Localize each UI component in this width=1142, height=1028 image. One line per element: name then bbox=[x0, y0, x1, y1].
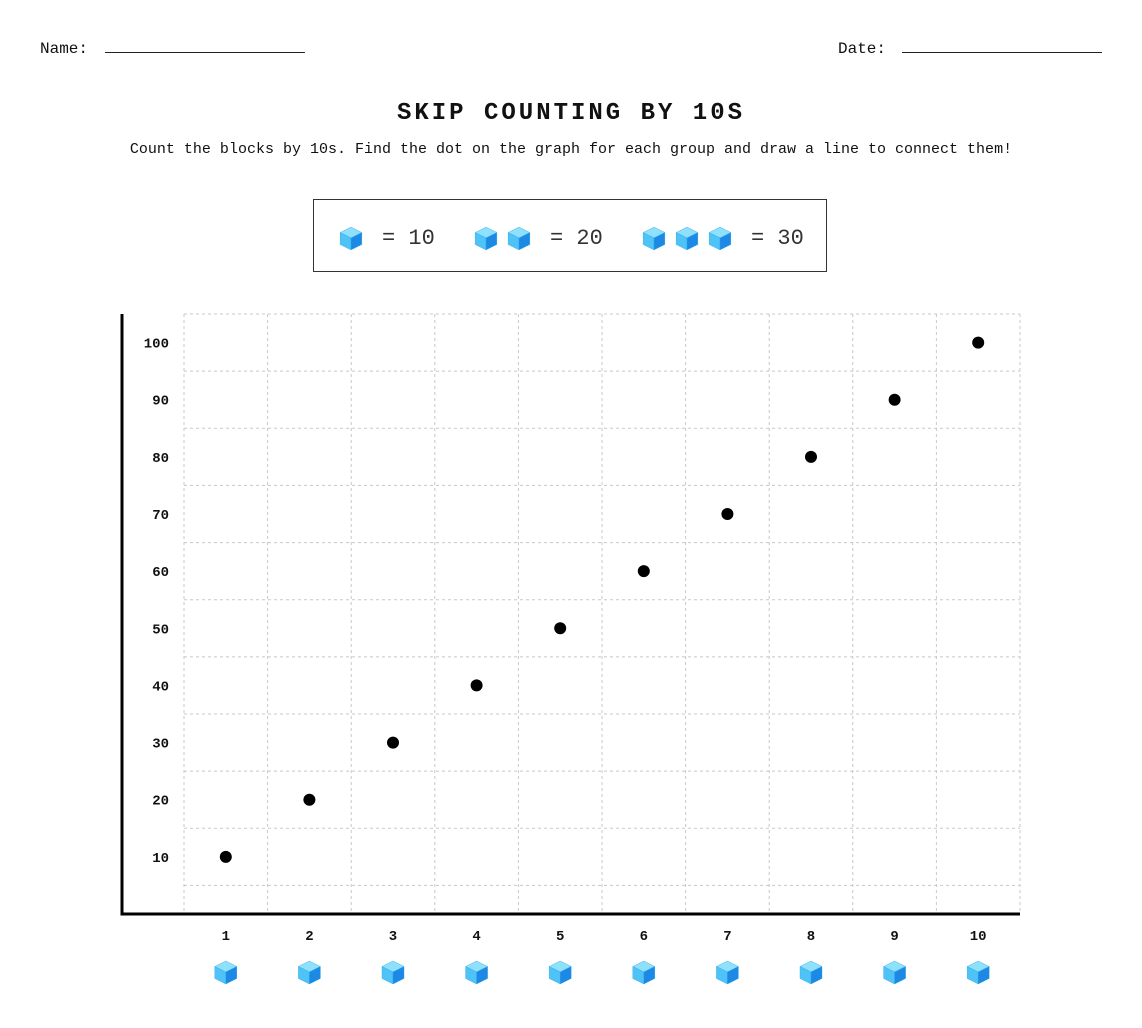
legend-cubes bbox=[473, 225, 532, 251]
data-point bbox=[972, 336, 985, 349]
date-label: Date: bbox=[838, 40, 887, 58]
data-point bbox=[637, 565, 650, 578]
y-tick-label: 30 bbox=[152, 737, 169, 753]
x-tick-label: 7 bbox=[723, 929, 731, 945]
legend-cubes bbox=[641, 225, 733, 251]
data-point bbox=[387, 736, 399, 749]
legend-item-20: = 20 bbox=[473, 225, 603, 251]
tick-labels: 10 20 30 40 50 60 70 80 90 100 1 2 3 4 5 6 7 8 9 10 bbox=[144, 337, 987, 945]
data-point bbox=[888, 393, 901, 406]
data-point bbox=[721, 508, 734, 520]
blue-cube-icon bbox=[465, 960, 489, 985]
legend-text: = 20 bbox=[550, 225, 603, 251]
grid bbox=[183, 313, 1021, 914]
blue-cube-icon bbox=[675, 226, 699, 251]
blue-cube-icon bbox=[214, 960, 238, 985]
y-tick-label: 80 bbox=[152, 451, 169, 467]
data-point bbox=[554, 622, 567, 635]
x-tick-label: 10 bbox=[970, 929, 987, 945]
blue-cube-icon bbox=[507, 226, 531, 251]
page-title: SKIP COUNTING BY 10S bbox=[396, 100, 746, 127]
y-tick-label: 60 bbox=[152, 565, 169, 581]
x-tick-label: 9 bbox=[890, 929, 898, 945]
legend-text: = 30 bbox=[751, 225, 804, 251]
data-point bbox=[303, 793, 316, 806]
legend-cubes bbox=[338, 225, 364, 251]
x-tick-label: 8 bbox=[807, 929, 815, 945]
legend-item-10: = 10 bbox=[338, 225, 435, 251]
name-label: Name: bbox=[40, 40, 89, 58]
blue-cube-icon bbox=[297, 960, 321, 985]
x-tick-label: 6 bbox=[640, 929, 648, 945]
y-tick-label: 10 bbox=[152, 851, 169, 867]
data-point bbox=[470, 679, 483, 692]
blue-cube-icon bbox=[548, 960, 572, 985]
x-tick-label: 5 bbox=[556, 929, 564, 945]
legend-item-30: = 30 bbox=[641, 225, 804, 251]
x-tick-icons bbox=[214, 960, 990, 985]
y-tick-label: 70 bbox=[152, 508, 169, 524]
y-tick-label: 40 bbox=[152, 679, 169, 695]
data-point bbox=[805, 450, 817, 463]
data-point bbox=[219, 850, 232, 863]
x-tick-label: 4 bbox=[472, 929, 480, 945]
y-tick-label: 20 bbox=[152, 794, 169, 810]
y-tick-label: 90 bbox=[152, 394, 169, 410]
x-tick-label: 3 bbox=[389, 929, 397, 945]
legend-box: = 10 = 20 = 30 bbox=[313, 199, 827, 272]
x-tick-label: 2 bbox=[305, 929, 313, 945]
y-tick-label: 100 bbox=[144, 337, 169, 353]
date-line[interactable] bbox=[902, 52, 1102, 53]
x-tick-label: 1 bbox=[222, 929, 230, 945]
instructions: Count the blocks by 10s. Find the dot on… bbox=[129, 141, 1013, 158]
blue-cube-icon bbox=[883, 960, 907, 985]
blue-cube-icon bbox=[966, 960, 990, 985]
blue-cube-icon bbox=[715, 960, 739, 985]
blue-cube-icon bbox=[632, 960, 656, 985]
axes bbox=[120, 314, 1020, 916]
blue-cube-icon bbox=[642, 226, 666, 251]
y-tick-label: 50 bbox=[152, 622, 169, 638]
name-line[interactable] bbox=[105, 52, 305, 53]
blue-cube-icon bbox=[708, 226, 732, 251]
blue-cube-icon bbox=[799, 960, 823, 985]
blue-cube-icon bbox=[381, 960, 405, 985]
blue-cube-icon bbox=[474, 226, 498, 251]
legend-text: = 10 bbox=[382, 225, 435, 251]
data-points bbox=[219, 336, 985, 863]
blue-cube-icon bbox=[339, 226, 363, 251]
